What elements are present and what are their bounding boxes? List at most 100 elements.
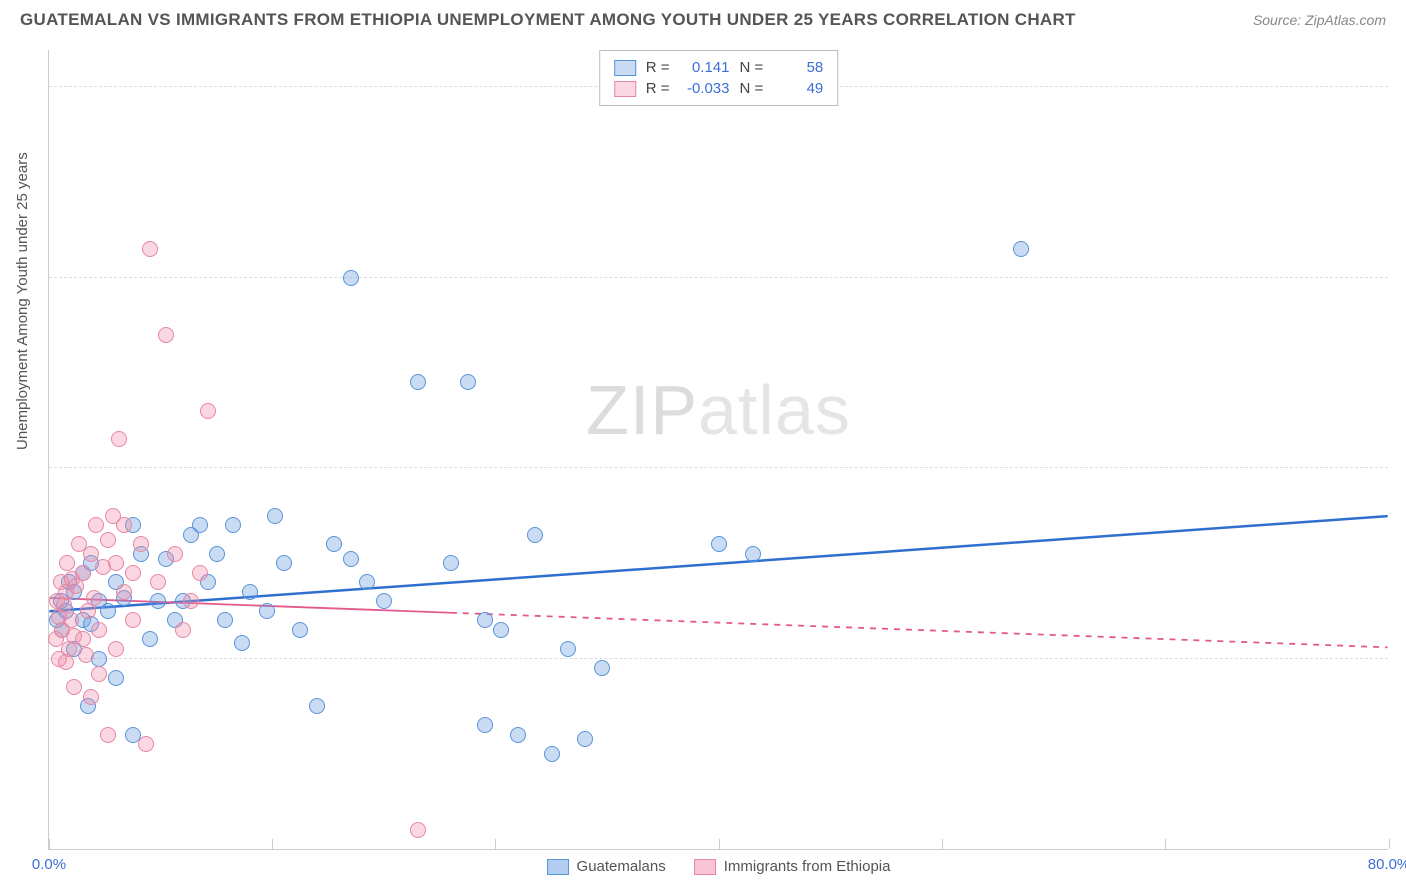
r-value-1: 0.141 (680, 59, 730, 76)
data-point (100, 532, 116, 548)
x-tick-label: 0.0% (32, 856, 66, 873)
data-point (309, 698, 325, 714)
data-point (78, 647, 94, 663)
data-point (125, 612, 141, 628)
data-point (108, 555, 124, 571)
data-point (560, 641, 576, 657)
data-point (1013, 241, 1029, 257)
data-point (100, 603, 116, 619)
data-point (209, 546, 225, 562)
x-tick (942, 839, 943, 849)
data-point (59, 555, 75, 571)
data-point (88, 517, 104, 533)
data-point (142, 241, 158, 257)
x-tick (719, 839, 720, 849)
data-point (745, 546, 761, 562)
data-point (58, 654, 74, 670)
data-point (158, 327, 174, 343)
data-point (343, 551, 359, 567)
data-point (477, 612, 493, 628)
data-point (83, 546, 99, 562)
data-point (86, 590, 102, 606)
data-point (75, 631, 91, 647)
x-tick (49, 839, 50, 849)
data-point (200, 403, 216, 419)
n-value-1: 58 (773, 59, 823, 76)
r-label-2: R = (646, 80, 670, 97)
chart-plot-area: ZIPatlas 10.0%20.0%30.0%40.0% 0.0%80.0% … (48, 50, 1388, 850)
chart-title: GUATEMALAN VS IMMIGRANTS FROM ETHIOPIA U… (20, 10, 1076, 30)
data-point (242, 584, 258, 600)
data-point (225, 517, 241, 533)
r-value-2: -0.033 (680, 80, 730, 97)
data-point (108, 670, 124, 686)
series-legend: Guatemalans Immigrants from Ethiopia (547, 858, 891, 875)
legend-label-2: Immigrants from Ethiopia (724, 858, 891, 875)
data-point (183, 593, 199, 609)
watermark: ZIPatlas (586, 370, 851, 450)
data-point (100, 727, 116, 743)
n-label-2: N = (740, 80, 764, 97)
gridline (49, 277, 1388, 278)
data-point (544, 746, 560, 762)
data-point (292, 622, 308, 638)
n-value-2: 49 (773, 80, 823, 97)
data-point (217, 612, 233, 628)
data-point (527, 527, 543, 543)
data-point (63, 612, 79, 628)
data-point (326, 536, 342, 552)
data-point (125, 565, 141, 581)
data-point (83, 689, 99, 705)
data-point (410, 374, 426, 390)
data-point (66, 679, 82, 695)
data-point (133, 536, 149, 552)
r-label: R = (646, 59, 670, 76)
correlation-legend: R = 0.141 N = 58 R = -0.033 N = 49 (599, 50, 839, 106)
data-point (234, 635, 250, 651)
data-point (493, 622, 509, 638)
data-point (91, 666, 107, 682)
data-point (116, 517, 132, 533)
data-point (167, 546, 183, 562)
data-point (460, 374, 476, 390)
data-point (175, 622, 191, 638)
legend-swatch-ethiopia (614, 81, 636, 97)
data-point (711, 536, 727, 552)
y-axis-label: Unemployment Among Youth under 25 years (14, 152, 31, 450)
legend-swatch-guatemalans (614, 60, 636, 76)
data-point (510, 727, 526, 743)
data-point (276, 555, 292, 571)
data-point (192, 517, 208, 533)
data-point (477, 717, 493, 733)
x-tick (495, 839, 496, 849)
data-point (267, 508, 283, 524)
legend-item-guatemalans: Guatemalans (547, 858, 666, 875)
data-point (111, 431, 127, 447)
data-point (75, 565, 91, 581)
n-label: N = (740, 59, 764, 76)
source-label: Source: ZipAtlas.com (1253, 12, 1386, 28)
data-point (577, 731, 593, 747)
data-point (192, 565, 208, 581)
data-point (138, 736, 154, 752)
x-tick (1389, 839, 1390, 849)
data-point (150, 593, 166, 609)
data-point (91, 622, 107, 638)
gridline (49, 658, 1388, 659)
data-point (108, 641, 124, 657)
x-tick (272, 839, 273, 849)
data-point (359, 574, 375, 590)
data-point (150, 574, 166, 590)
data-point (142, 631, 158, 647)
data-point (376, 593, 392, 609)
x-tick-label: 80.0% (1368, 856, 1406, 873)
data-point (116, 584, 132, 600)
legend-row-2: R = -0.033 N = 49 (614, 78, 824, 99)
legend-swatch-bottom-1 (547, 859, 569, 875)
data-point (410, 822, 426, 838)
data-point (443, 555, 459, 571)
legend-label-1: Guatemalans (577, 858, 666, 875)
gridline (49, 467, 1388, 468)
legend-row-1: R = 0.141 N = 58 (614, 57, 824, 78)
legend-item-ethiopia: Immigrants from Ethiopia (694, 858, 891, 875)
